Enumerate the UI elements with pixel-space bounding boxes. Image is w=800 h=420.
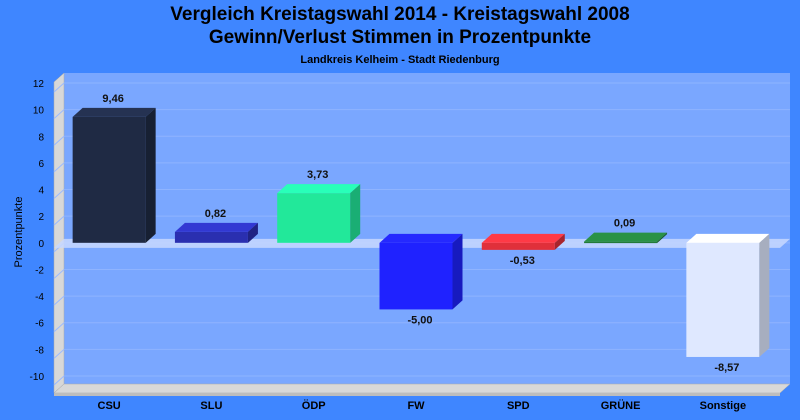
y-tick-label: 4	[38, 186, 44, 197]
gridline-side	[53, 135, 65, 146]
y-tick-label: 6	[38, 159, 44, 170]
gridline-side	[53, 215, 65, 226]
gridline-side	[53, 189, 65, 199]
bar-side	[554, 233, 565, 250]
x-tick-label: ÖDP	[302, 399, 326, 412]
bar-side	[247, 222, 258, 243]
y-tick-label: 12	[33, 79, 45, 90]
x-tick-label: CSU	[98, 400, 121, 412]
data-label: 0,09	[614, 218, 635, 230]
x-tick-label: GRÜNE	[601, 399, 641, 412]
bar-group-grüne	[584, 232, 668, 244]
bar	[277, 193, 351, 243]
y-tick-label: -2	[35, 265, 44, 276]
gridline-side	[53, 82, 65, 93]
chart-caption: Landkreis Kelheim - Stadt Riedenburg	[300, 54, 500, 66]
bar-group-ödp	[277, 184, 361, 243]
bar-top	[481, 233, 565, 243]
data-label: 3,73	[307, 169, 328, 181]
data-label: -8,57	[714, 362, 739, 374]
y-tick-label: -10	[30, 372, 45, 383]
gridline-side	[53, 348, 65, 359]
y-tick-label: 10	[33, 106, 45, 117]
y-tick-label: 2	[38, 212, 44, 223]
x-tick-label: Sonstige	[700, 400, 746, 412]
y-tick-label: -4	[35, 292, 44, 303]
bar-side	[145, 107, 156, 243]
bar-top	[686, 233, 770, 243]
gridline-side	[53, 109, 65, 120]
bar-top	[277, 184, 361, 194]
bar-group-sonstige	[686, 233, 770, 357]
gridline-side	[53, 162, 65, 173]
chart-title: Vergleich Kreistagswahl 2014 - Kreistags…	[170, 4, 630, 25]
gridline-side	[53, 375, 65, 386]
y-axis-label: Prozentpunkte	[13, 197, 25, 268]
gridline-side	[53, 295, 65, 306]
bar-group-spd	[481, 233, 565, 250]
y-tick-label: -8	[35, 345, 44, 356]
bar-top	[174, 222, 258, 232]
x-tick-label: SLU	[200, 400, 222, 412]
bar-group-csu	[72, 107, 156, 243]
bar-side	[657, 232, 668, 244]
bar-side	[350, 184, 361, 243]
bar	[481, 242, 555, 250]
y-tick-label: 0	[38, 239, 44, 250]
y-tick-label: -6	[35, 319, 44, 330]
bar-top	[379, 233, 463, 243]
plot-floor	[53, 383, 791, 394]
data-label: 0,82	[205, 208, 226, 220]
chart-subtitle: Gewinn/Verlust Stimmen in Prozentpunkte	[208, 27, 592, 48]
bar	[686, 242, 760, 357]
bar	[584, 241, 658, 244]
bar-side	[452, 233, 463, 310]
data-label: 9,46	[102, 93, 123, 105]
x-tick-label: SPD	[507, 400, 530, 412]
bar-group-fw	[379, 233, 463, 310]
x-tick-label: FW	[407, 400, 425, 412]
y-tick-label: 8	[38, 132, 44, 143]
plot-back-wall	[64, 73, 790, 384]
bar-top	[584, 232, 668, 242]
gridline-side	[53, 322, 65, 333]
plot-left-wall	[53, 72, 65, 394]
data-label: -0,53	[510, 255, 535, 267]
bar-top	[72, 107, 156, 117]
bar	[174, 231, 248, 243]
data-label: -5,00	[407, 314, 432, 326]
bar-group-slu	[174, 222, 258, 243]
bar	[379, 242, 453, 310]
bar	[72, 116, 146, 243]
gridline-side	[53, 269, 65, 279]
bar-side	[759, 233, 770, 357]
plot-floor-edge	[54, 393, 780, 396]
